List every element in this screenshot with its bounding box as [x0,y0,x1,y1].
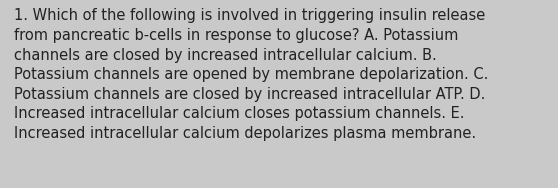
Text: 1. Which of the following is involved in triggering insulin release
from pancrea: 1. Which of the following is involved in… [14,8,488,141]
